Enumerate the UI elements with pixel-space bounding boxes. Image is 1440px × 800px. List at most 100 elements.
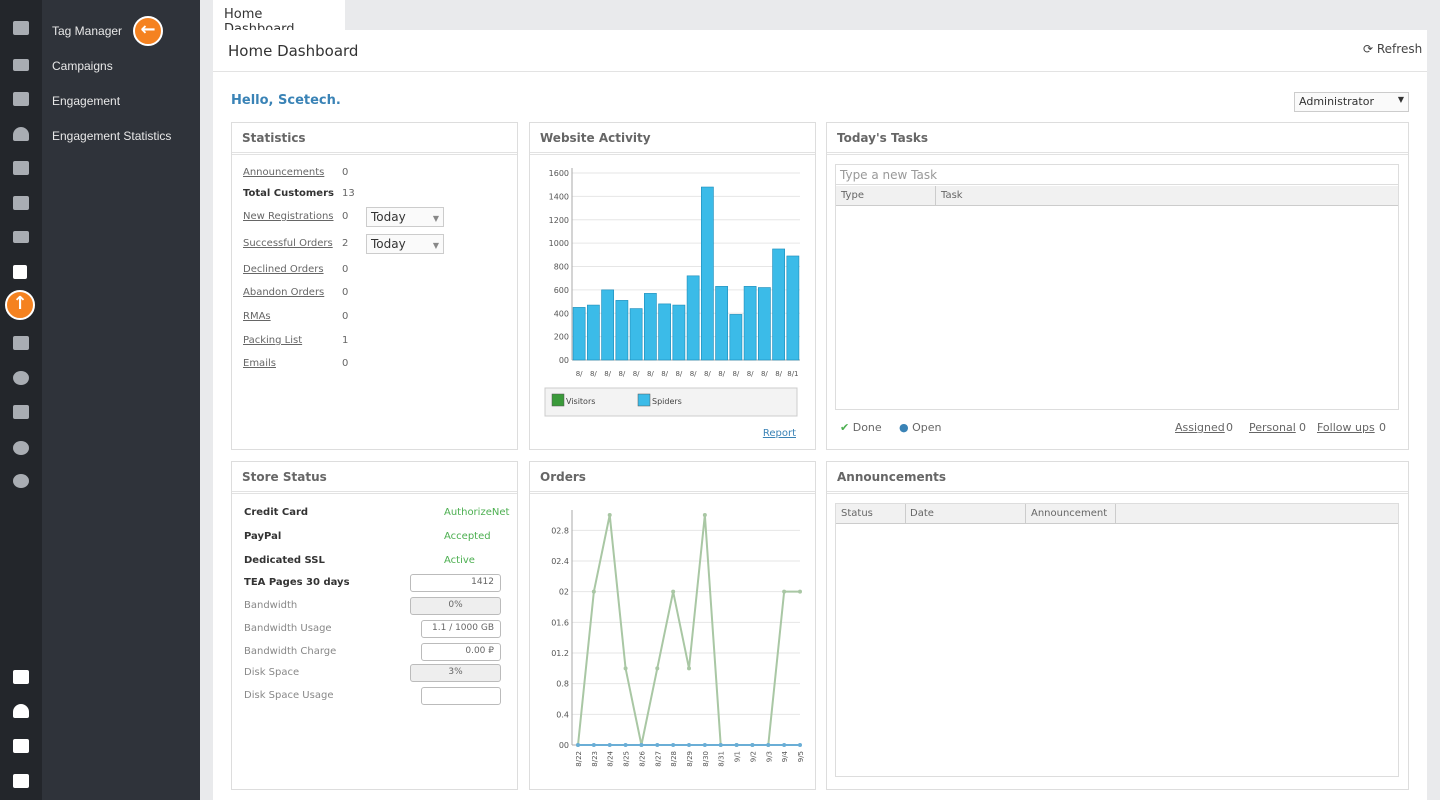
menu-item[interactable]: Engagement Statistics [52, 129, 172, 143]
x-tick-label: 8/23 [591, 751, 599, 767]
menu-item[interactable]: Tag Manager [52, 24, 123, 38]
task-list [835, 164, 1399, 410]
sliders-icon[interactable] [13, 231, 29, 243]
period-select-value[interactable]: Today [371, 210, 406, 224]
point [671, 743, 676, 747]
column-divider [935, 186, 936, 206]
refresh-label[interactable]: Refresh [1376, 42, 1423, 56]
pie-icon[interactable] [13, 371, 29, 385]
bulb-icon[interactable] [13, 704, 29, 718]
period-select[interactable]: Today ▼ [366, 207, 444, 227]
stat-label[interactable]: Announcements [243, 167, 325, 178]
bar [658, 303, 671, 361]
stat-label[interactable]: Packing List [243, 335, 303, 346]
y-tick-label: 800 [554, 263, 569, 272]
bar [686, 275, 700, 361]
stats-icon[interactable] [13, 265, 27, 279]
status-label: Bandwidth [244, 600, 298, 611]
mail-icon[interactable] [13, 59, 29, 71]
y-tick-label: 0.4 [556, 710, 569, 719]
menu-item[interactable]: Campaigns [52, 59, 113, 73]
status-box: 0% [410, 597, 501, 615]
grid-icon[interactable] [13, 739, 29, 753]
announcement-table-header [836, 504, 1398, 524]
bar [587, 304, 600, 361]
count-label[interactable]: Assigned [1175, 421, 1225, 434]
stat-label[interactable]: Emails [243, 358, 276, 369]
bar [715, 286, 728, 361]
bar [772, 248, 785, 361]
bar [786, 255, 800, 361]
bar [615, 300, 629, 361]
status-box [421, 687, 501, 705]
period-select-value[interactable]: Today [371, 237, 406, 251]
legend-swatch [637, 393, 651, 407]
role-select[interactable]: Administrator ▼ [1294, 92, 1409, 112]
tag-icon[interactable] [13, 196, 29, 210]
orders-widget: Orders [529, 461, 816, 790]
line [577, 514, 800, 746]
point [687, 743, 691, 747]
period-select[interactable]: Today ▼ [366, 234, 444, 254]
tab[interactable]: Home Dashboard [213, 0, 345, 37]
x-tick-label: 8/ [576, 370, 583, 378]
point [655, 743, 660, 747]
x-tick-label: 8/30 [702, 751, 710, 767]
stat-label[interactable]: Successful Orders [243, 238, 333, 249]
legend-open: ● Open [899, 421, 942, 434]
stat-label[interactable]: RMAs [243, 311, 271, 322]
home-icon[interactable] [13, 21, 29, 35]
menu-item[interactable]: Engagement [52, 94, 121, 108]
count-label[interactable]: Personal [1249, 421, 1296, 434]
collapse-button[interactable]: ← [133, 16, 163, 46]
point [798, 743, 802, 747]
bar [729, 314, 743, 361]
x-tick-label: 8/27 [654, 751, 662, 767]
column-divider [905, 504, 906, 524]
column-header: Announcement [1031, 508, 1108, 519]
y-tick-label: 200 [554, 333, 569, 342]
task-input[interactable]: Type a new Task [836, 165, 1398, 185]
count-label[interactable]: Follow ups [1317, 421, 1375, 434]
point [623, 743, 628, 747]
bar [644, 293, 657, 361]
y-tick-label: 1200 [549, 216, 569, 225]
statistics-widget: Statistics [231, 122, 518, 450]
stat-label[interactable]: Abandon Orders [243, 287, 325, 298]
stat-value: 0 [342, 287, 349, 298]
announcement-table [835, 503, 1399, 777]
point [718, 743, 723, 747]
widget-title: Website Activity [530, 123, 815, 155]
report-link[interactable]: Report [763, 428, 796, 439]
stat-label[interactable]: New Registrations [243, 211, 334, 222]
x-tick-label: 8/31 [718, 751, 726, 767]
search-icon[interactable] [13, 474, 29, 488]
column-divider [1115, 504, 1116, 524]
bar [629, 308, 643, 361]
globe-icon[interactable] [13, 441, 29, 455]
point [702, 513, 707, 517]
point [734, 743, 739, 747]
count-value: 0 [1299, 421, 1306, 434]
calendar-icon[interactable] [13, 774, 29, 788]
role-select-value[interactable]: Administrator [1299, 95, 1374, 108]
legend-label: Done [852, 421, 882, 434]
refresh-button[interactable]: ⟳ Refresh [1363, 42, 1423, 56]
stat-label[interactable]: Declined Orders [243, 264, 324, 275]
x-tick-label: 9/1 [734, 751, 742, 762]
share-icon[interactable] [13, 336, 29, 350]
layout-icon[interactable] [13, 670, 29, 684]
stat-value: 0 [342, 167, 349, 178]
cart-icon[interactable] [13, 161, 29, 175]
stat-value: 0 [342, 358, 349, 369]
y-tick-label: 1000 [549, 239, 569, 248]
page-title: Home Dashboard [228, 42, 359, 60]
x-tick-label: 8/ [633, 370, 640, 378]
column-header: Task [941, 190, 963, 201]
workflow-icon[interactable] [13, 92, 29, 106]
users-icon[interactable] [13, 405, 29, 419]
point [591, 589, 596, 594]
upload-button[interactable]: ↑ [5, 290, 35, 320]
user-icon[interactable] [13, 127, 29, 141]
